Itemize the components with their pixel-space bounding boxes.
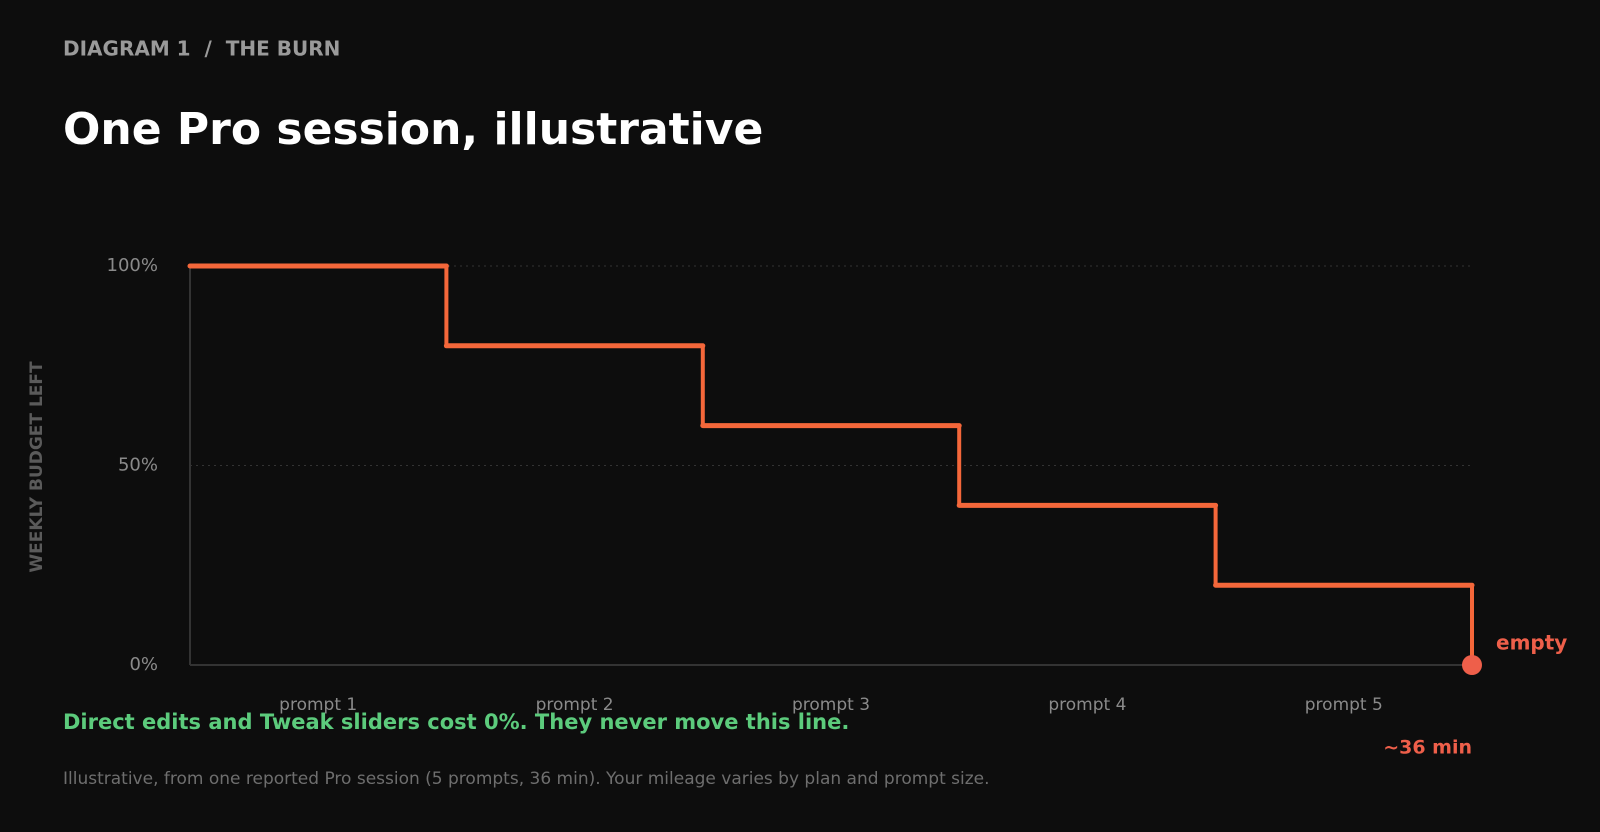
eyebrow: DIAGRAM 1 / THE BURN — [63, 37, 340, 61]
chart-title: One Pro session, illustrative — [63, 104, 763, 155]
x-tick-label: prompt 4 — [1048, 695, 1126, 715]
end-dot — [1462, 655, 1482, 675]
y-tick-label: 100% — [107, 255, 158, 276]
x-tick-label: prompt 3 — [792, 695, 870, 715]
x-tick-label: prompt 1 — [279, 695, 357, 715]
y-axis-label: WEEKLY BUDGET LEFT — [27, 361, 47, 573]
duration-label: ~36 min — [1383, 737, 1472, 759]
end-label: empty — [1496, 631, 1567, 655]
footnote: Illustrative, from one reported Pro sess… — [63, 769, 990, 789]
x-tick-label: prompt 5 — [1305, 695, 1383, 715]
note: Direct edits and Tweak sliders cost 0%. … — [63, 710, 849, 734]
y-tick-label: 0% — [129, 654, 158, 675]
x-tick-label: prompt 2 — [536, 695, 614, 715]
y-tick-label: 50% — [118, 455, 158, 476]
